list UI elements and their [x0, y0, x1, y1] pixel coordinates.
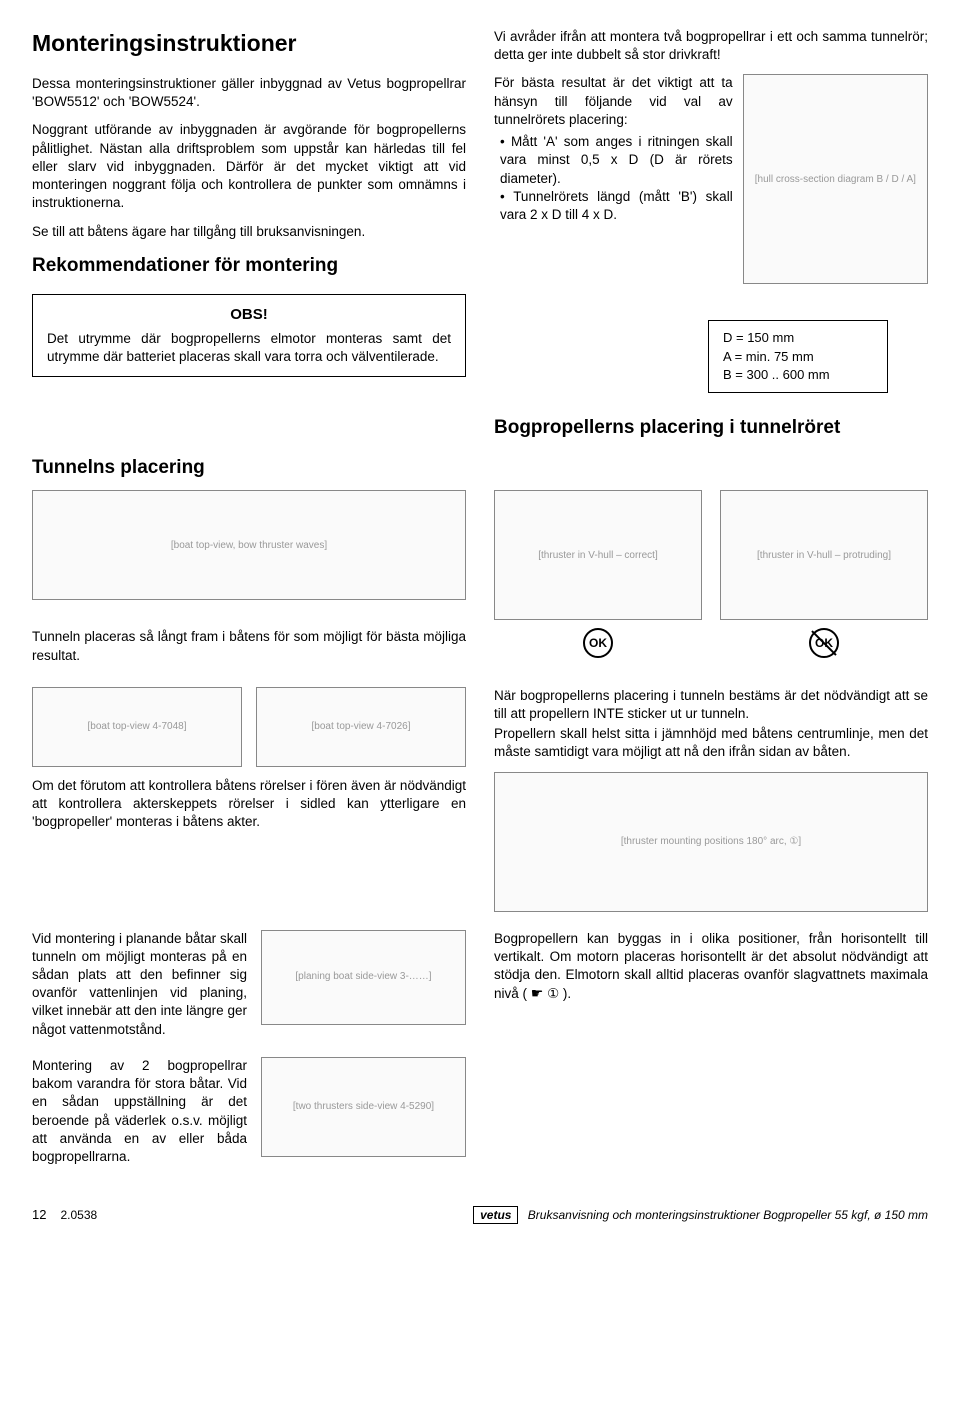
bogplac-p2: Propellern skall helst sitta i jämnhöjd … — [494, 725, 928, 761]
heading-tunnel-placering: Tunnelns placering — [32, 455, 928, 481]
dim-d: D = 150 mm — [723, 329, 873, 347]
warning-two-thrusters: Vi avråder ifrån att montera två bogprop… — [494, 28, 928, 64]
dim-a: A = min. 75 mm — [723, 348, 873, 366]
propeller-hull-figures: [thruster in V-hull – correct] [thruster… — [494, 490, 928, 620]
brand-logo: vetus — [473, 1206, 518, 1224]
two-thrusters-figure-wrap: [two thrusters side-view 4-5290] — [261, 1057, 466, 1157]
boat-topview-figure-wrap: [boat top-view, bow thruster waves] — [32, 490, 466, 600]
footer-right: vetus Bruksanvisning och monteringsinstr… — [473, 1207, 928, 1223]
dim-b: B = 300 .. 600 mm — [723, 366, 873, 384]
obs-box: OBS! Det utrymme där bogpropellerns elmo… — [32, 294, 466, 377]
row-akterskepp: [boat top-view 4-7048] [boat top-view 4-… — [32, 687, 928, 912]
page-number: 12 — [32, 1206, 46, 1224]
bogplac-p3: Bogpropellern kan byggas in i olika posi… — [494, 930, 928, 1004]
footer-left: 12 2.0538 — [32, 1206, 97, 1224]
intro-paragraph-1: Dessa monteringsinstruktioner gäller inb… — [32, 75, 466, 111]
left-dual-boats: [boat top-view 4-7048] [boat top-view 4-… — [32, 687, 466, 842]
best-result-bullet-1: Mått 'A' som anges i ritningen skall var… — [500, 133, 733, 188]
ok-label-crossed: OK — [815, 635, 833, 651]
prop-bad-figure: [thruster in V-hull – protruding] — [720, 490, 928, 620]
planing-figure: [planing boat side-view 3-……] — [261, 930, 466, 1025]
tunnel-caption-2: Om det förutom att kontrollera båtens rö… — [32, 777, 466, 832]
two-thrusters-text: Montering av 2 bogpropellrar bakom varan… — [32, 1057, 247, 1176]
positions-figure: [thruster mounting positions 180° arc, ①… — [494, 772, 928, 912]
tunnel-caption-1-wrap: Tunneln placeras så långt fram i båtens … — [32, 628, 466, 664]
row-two-thrusters: Montering av 2 bogpropellrar bakom varan… — [32, 1057, 928, 1176]
ok-badges-wrap: OK OK — [494, 628, 928, 658]
doc-number: 2.0538 — [60, 1207, 97, 1223]
hull-dims-figure-wrap: [hull cross-section diagram B / D / A] — [743, 74, 928, 284]
best-result-bullet-2: Tunnelrörets längd (mått 'B') skall vara… — [500, 188, 733, 224]
row-planing: Vid montering i planande båtar skall tun… — [32, 930, 928, 1049]
best-result-block: För bästa resultat är det viktigt att ta… — [494, 74, 928, 284]
planing-text: Vid montering i planande båtar skall tun… — [32, 930, 247, 1049]
best-result-intro: För bästa resultat är det viktigt att ta… — [494, 74, 733, 129]
bogplac-conclusion: Bogpropellern kan byggas in i olika posi… — [494, 930, 928, 1014]
obs-title: OBS! — [47, 305, 451, 325]
left-column: Monteringsinstruktioner Dessa monterings… — [32, 28, 466, 449]
prop-ok-figure: [thruster in V-hull – correct] — [494, 490, 702, 620]
dimensions-box: D = 150 mm A = min. 75 mm B = 300 .. 600… — [708, 320, 888, 393]
ok-badge: OK — [583, 628, 613, 658]
ok-label: OK — [589, 635, 607, 651]
planing-block: Vid montering i planande båtar skall tun… — [32, 930, 466, 1049]
hull-dims-figure: [hull cross-section diagram B / D / A] — [743, 74, 928, 284]
tunnel-caption-4: Montering av 2 bogpropellrar bakom varan… — [32, 1057, 247, 1166]
tunnel-caption-1: Tunneln placeras så långt fram i båtens … — [32, 628, 466, 664]
top-columns: Monteringsinstruktioner Dessa monterings… — [32, 28, 928, 449]
figures-row-1: [boat top-view, bow thruster waves] [thr… — [32, 490, 928, 620]
page-footer: 12 2.0538 vetus Bruksanvisning och monte… — [32, 1200, 928, 1224]
two-thrusters-figure: [two thrusters side-view 4-5290] — [261, 1057, 466, 1157]
bogplac-p1: När bogpropellerns placering i tunneln b… — [494, 687, 928, 723]
caption-and-badges-row: Tunneln placeras så långt fram i båtens … — [32, 628, 928, 664]
footer-caption: Bruksanvisning och monteringsinstruktion… — [528, 1208, 928, 1222]
boat-7048-figure: [boat top-view 4-7048] — [32, 687, 242, 767]
intro-paragraph-2: Noggrant utförande av inbyggnaden är avg… — [32, 121, 466, 212]
tunnel-caption-3: Vid montering i planande båtar skall tun… — [32, 930, 247, 1039]
boat-7026-figure: [boat top-view 4-7026] — [256, 687, 466, 767]
pointing-hand-icon: ☛ — [531, 985, 544, 1001]
right-column: Vi avråder ifrån att montera två bogprop… — [494, 28, 928, 449]
planing-figure-wrap: [planing boat side-view 3-……] — [261, 930, 466, 1025]
intro-paragraph-3: Se till att båtens ägare har tillgång ti… — [32, 223, 466, 241]
heading-bog-placering: Bogpropellerns placering i tunnelröret — [494, 415, 928, 441]
page-title: Monteringsinstruktioner — [32, 28, 466, 59]
boat-topview-figure: [boat top-view, bow thruster waves] — [32, 490, 466, 600]
right-bogplac-text: När bogpropellerns placering i tunneln b… — [494, 687, 928, 912]
bogplac-p3-b: ① ). — [543, 986, 571, 1001]
brand-label: vetus — [480, 1208, 511, 1222]
heading-recommendations: Rekommendationer för montering — [32, 253, 466, 279]
not-ok-badge: OK — [809, 628, 839, 658]
best-result-text: För bästa resultat är det viktigt att ta… — [494, 74, 733, 224]
obs-body: Det utrymme där bogpropellerns elmotor m… — [47, 330, 451, 366]
two-thrusters-block: Montering av 2 bogpropellrar bakom varan… — [32, 1057, 466, 1176]
